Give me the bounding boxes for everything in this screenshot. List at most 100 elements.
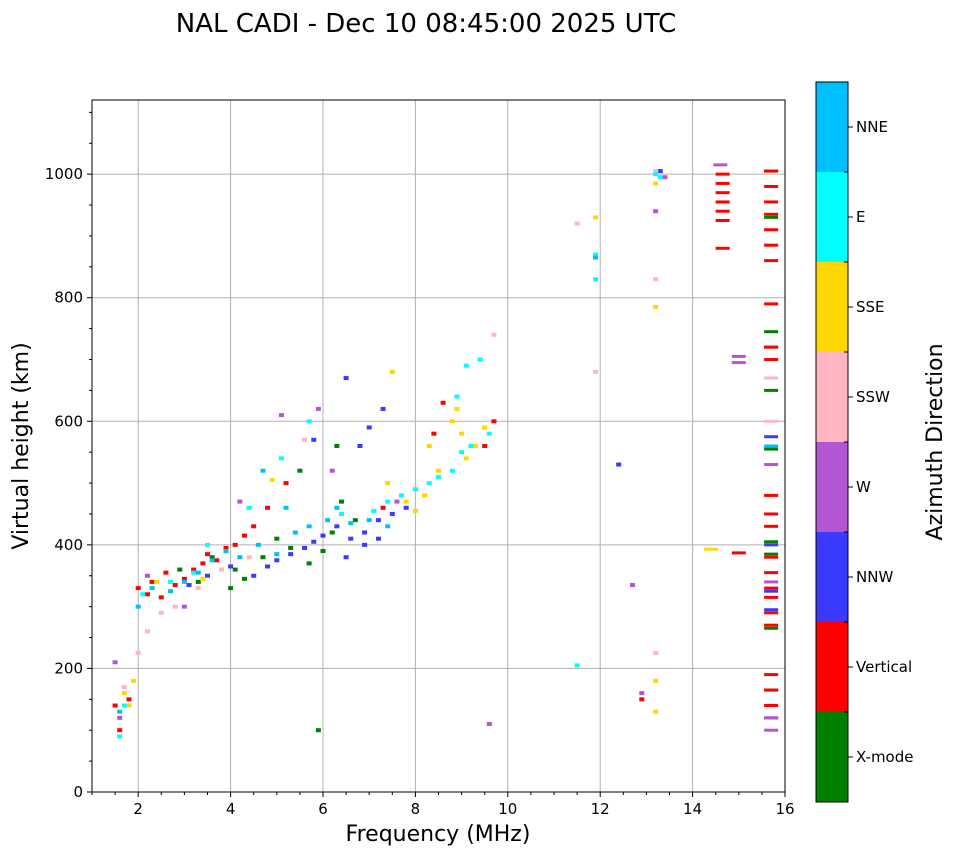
- echo-point-x-mode: [297, 468, 303, 473]
- echo-point-nnw: [348, 536, 354, 541]
- echo-point-vertical: [482, 444, 488, 448]
- echo-point-e: [653, 172, 659, 177]
- echo-point-vertical: [764, 302, 779, 306]
- x-tick-label: 2: [133, 800, 143, 818]
- echo-point-vertical: [172, 583, 178, 588]
- echo-point-nne: [181, 579, 187, 584]
- echo-point-w: [394, 499, 400, 504]
- echo-point-sse: [121, 691, 127, 696]
- echo-point-nne: [135, 604, 141, 609]
- echo-point-nne: [334, 505, 340, 510]
- echo-point-nne: [223, 549, 229, 554]
- echo-point-vertical: [223, 545, 229, 550]
- echo-point-vertical: [491, 419, 497, 424]
- echo-point-e: [449, 468, 455, 473]
- echo-point-vertical: [764, 493, 779, 497]
- x-axis-label: Frequency (MHz): [346, 822, 531, 847]
- echo-point-ssw: [593, 369, 599, 374]
- echo-point-w: [630, 583, 636, 588]
- echo-point-ssw: [172, 604, 178, 609]
- echo-point-vertical: [764, 673, 779, 677]
- echo-point-e: [205, 542, 210, 547]
- echo-point-e: [168, 579, 174, 584]
- echo-point-vertical: [764, 586, 779, 590]
- echo-point-nne: [274, 552, 280, 557]
- colorbar-label: SSE: [856, 298, 885, 316]
- chart-title: NAL CADI - Dec 10 08:45:00 2025 UTC: [176, 9, 676, 39]
- y-tick-label: 400: [54, 536, 83, 554]
- echo-point-nne: [593, 255, 599, 260]
- echo-point-vertical: [117, 728, 123, 733]
- echo-point-e: [121, 703, 127, 708]
- echo-point-sse: [403, 499, 409, 504]
- colorbar-swatch-nnw: [816, 532, 848, 622]
- echo-point-ssw: [764, 419, 779, 423]
- echo-point-w: [731, 354, 746, 358]
- echo-point-ssw: [195, 586, 201, 591]
- x-tick-label: 6: [318, 800, 328, 818]
- echo-point-ssw: [246, 555, 252, 560]
- echo-point-sse: [653, 678, 659, 683]
- echo-point-vertical: [764, 512, 779, 516]
- echo-point-e: [459, 450, 465, 455]
- echo-point-e: [436, 474, 441, 479]
- echo-point-e: [399, 493, 405, 498]
- echo-point-vertical: [764, 595, 779, 599]
- echo-point-vertical: [715, 181, 730, 185]
- colorbar-swatch-x-mode: [816, 712, 848, 802]
- echo-point-w: [639, 691, 645, 696]
- echo-point-nnw: [334, 524, 340, 529]
- echo-point-vertical: [112, 703, 118, 708]
- echo-point-nnw: [764, 608, 779, 612]
- echo-point-x-mode: [764, 540, 779, 544]
- echo-point-vertical: [764, 524, 779, 528]
- echo-point-vertical: [764, 200, 779, 204]
- x-tick-label: 10: [498, 800, 517, 818]
- echo-point-nne: [283, 505, 289, 510]
- echo-point-x-mode: [209, 555, 215, 560]
- echo-point-nnw: [311, 539, 317, 544]
- echo-point-sse: [412, 508, 418, 513]
- echo-point-e: [468, 444, 474, 448]
- echo-point-vertical: [232, 542, 238, 547]
- echo-point-x-mode: [228, 586, 234, 591]
- echo-point-x-mode: [334, 444, 340, 448]
- echo-point-nnw: [764, 435, 779, 439]
- echo-point-sse: [131, 678, 137, 683]
- echo-point-vertical: [715, 191, 730, 195]
- echo-point-e: [385, 499, 391, 504]
- echo-point-x-mode: [232, 567, 238, 572]
- y-tick-label: 200: [54, 659, 83, 677]
- echo-point-e: [306, 419, 312, 424]
- echo-point-nne: [366, 518, 372, 523]
- data-points: [112, 163, 779, 739]
- echo-point-nne: [117, 709, 123, 714]
- echo-point-nnw: [375, 536, 381, 541]
- echo-point-w: [181, 604, 187, 609]
- colorbar-label: E: [856, 208, 865, 226]
- echo-point-nnw: [357, 444, 363, 448]
- echo-point-vertical: [764, 228, 779, 232]
- echo-point-vertical: [241, 533, 247, 538]
- echo-point-nne: [260, 468, 266, 473]
- echo-point-x-mode: [338, 499, 344, 504]
- echo-point-nnw: [320, 533, 326, 538]
- echo-point-nnw: [389, 511, 395, 516]
- echo-point-ssw: [218, 567, 224, 572]
- echo-point-sse: [200, 576, 206, 581]
- echo-point-vertical: [205, 552, 210, 557]
- echo-point-x-mode: [764, 447, 779, 451]
- echo-point-x-mode: [241, 576, 247, 581]
- echo-point-nnw: [274, 558, 280, 563]
- colorbar: X-mode Vertical NNW W SSW SSE E NNE: [815, 81, 913, 803]
- colorbar-swatch-ssw: [816, 352, 848, 442]
- echo-point-ssw: [491, 332, 497, 337]
- colorbar-swatch-nne: [816, 82, 848, 172]
- echo-point-nne: [385, 524, 391, 529]
- echo-point-w: [764, 728, 779, 732]
- echo-point-x-mode: [329, 530, 335, 535]
- echo-point-vertical: [764, 611, 779, 615]
- echo-point-e: [338, 511, 344, 516]
- colorbar-label: Vertical: [856, 658, 912, 676]
